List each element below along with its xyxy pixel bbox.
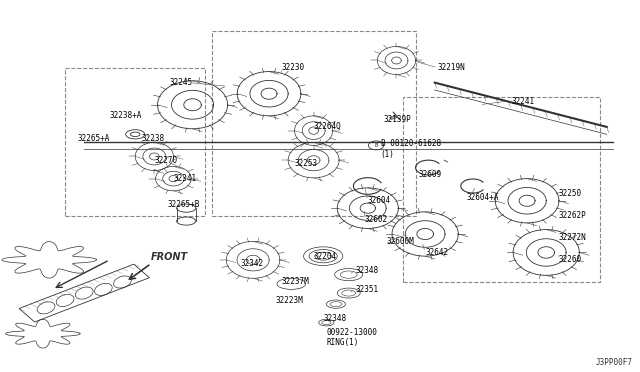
Text: 32604: 32604 bbox=[368, 196, 391, 205]
Text: 32270: 32270 bbox=[154, 155, 177, 165]
Text: 32602: 32602 bbox=[365, 215, 388, 224]
Text: 32237M: 32237M bbox=[282, 278, 310, 286]
Text: 32230: 32230 bbox=[282, 63, 305, 72]
Text: 32351: 32351 bbox=[355, 285, 378, 294]
Text: 32642: 32642 bbox=[425, 248, 448, 257]
Text: 32348: 32348 bbox=[355, 266, 378, 275]
Text: 32262P: 32262P bbox=[559, 211, 587, 220]
Text: 32238+A: 32238+A bbox=[109, 111, 142, 121]
Bar bbox=[390, 116, 397, 119]
Text: 00922-13000
RING(1): 00922-13000 RING(1) bbox=[326, 328, 377, 347]
Text: 32253: 32253 bbox=[294, 159, 317, 169]
Text: 32604+A: 32604+A bbox=[467, 193, 499, 202]
Text: B 08120-61628
(1): B 08120-61628 (1) bbox=[381, 140, 441, 159]
Text: 32264Q: 32264Q bbox=[314, 122, 341, 131]
Text: 32342: 32342 bbox=[241, 259, 264, 268]
Text: 32609: 32609 bbox=[419, 170, 442, 179]
Text: 32600M: 32600M bbox=[387, 237, 415, 246]
Text: 32139P: 32139P bbox=[384, 115, 412, 124]
Text: 32272N: 32272N bbox=[559, 233, 587, 242]
Text: 32241: 32241 bbox=[511, 97, 534, 106]
Text: 32250: 32250 bbox=[559, 189, 582, 198]
Text: 32260: 32260 bbox=[559, 255, 582, 264]
Text: B: B bbox=[374, 142, 378, 148]
Text: 32204: 32204 bbox=[314, 251, 337, 261]
Text: FRONT: FRONT bbox=[151, 252, 188, 262]
Text: 32265+B: 32265+B bbox=[167, 200, 200, 209]
Text: 32265+A: 32265+A bbox=[78, 134, 110, 142]
Text: 32219N: 32219N bbox=[438, 63, 466, 72]
Text: 32238: 32238 bbox=[141, 134, 164, 142]
Text: 32223M: 32223M bbox=[275, 296, 303, 305]
Text: 32341: 32341 bbox=[173, 174, 196, 183]
Text: J3PP00F7: J3PP00F7 bbox=[595, 358, 632, 367]
Text: 32245: 32245 bbox=[170, 78, 193, 87]
Text: 32348: 32348 bbox=[323, 314, 346, 323]
